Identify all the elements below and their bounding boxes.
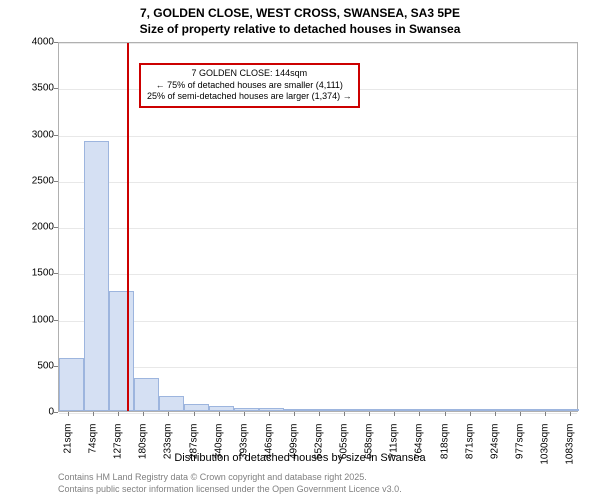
- chart-title-line2: Size of property relative to detached ho…: [0, 22, 600, 36]
- x-tick-mark: [68, 412, 69, 416]
- x-tick-mark: [194, 412, 195, 416]
- annotation-line3: 25% of semi-detached houses are larger (…: [147, 91, 352, 103]
- histogram-bar: [259, 408, 284, 411]
- histogram-bar: [360, 409, 385, 411]
- x-tick-mark: [470, 412, 471, 416]
- x-tick-label: 499sqm: [288, 424, 299, 474]
- x-tick-mark: [118, 412, 119, 416]
- x-tick-mark: [344, 412, 345, 416]
- x-tick-label: 818sqm: [439, 424, 450, 474]
- footer-text-2: Contains public sector information licen…: [58, 484, 402, 494]
- annotation-line2: ← 75% of detached houses are smaller (4,…: [147, 80, 352, 92]
- histogram-bar: [159, 396, 184, 411]
- x-tick-label: 658sqm: [364, 424, 375, 474]
- y-tick-label: 1000: [32, 314, 54, 325]
- x-tick-mark: [319, 412, 320, 416]
- histogram-bar: [510, 409, 535, 411]
- x-tick-label: 924sqm: [489, 424, 500, 474]
- histogram-bar: [59, 358, 84, 411]
- x-tick-label: 74sqm: [87, 424, 98, 474]
- x-tick-mark: [244, 412, 245, 416]
- x-tick-mark: [294, 412, 295, 416]
- x-tick-label: 552sqm: [313, 424, 324, 474]
- histogram-bar: [385, 409, 410, 411]
- histogram-bar: [560, 409, 579, 411]
- histogram-bar: [284, 409, 309, 411]
- gridline: [59, 321, 577, 322]
- x-tick-label: 180sqm: [138, 424, 149, 474]
- y-tick-mark: [54, 227, 58, 228]
- histogram-bar: [535, 409, 560, 411]
- annotation-box: 7 GOLDEN CLOSE: 144sqm ← 75% of detached…: [139, 63, 360, 108]
- x-tick-label: 977sqm: [514, 424, 525, 474]
- x-tick-label: 127sqm: [113, 424, 124, 474]
- x-tick-mark: [545, 412, 546, 416]
- gridline: [59, 274, 577, 275]
- x-tick-label: 871sqm: [464, 424, 475, 474]
- chart-plot-area: 7 GOLDEN CLOSE: 144sqm ← 75% of detached…: [58, 42, 578, 412]
- x-tick-label: 711sqm: [389, 424, 400, 474]
- x-tick-label: 1083sqm: [564, 424, 575, 474]
- x-tick-mark: [394, 412, 395, 416]
- histogram-bar: [335, 409, 360, 411]
- histogram-bar: [209, 406, 234, 411]
- gridline: [59, 136, 577, 137]
- x-tick-label: 605sqm: [339, 424, 350, 474]
- x-tick-mark: [419, 412, 420, 416]
- histogram-bar: [234, 408, 259, 411]
- histogram-bar: [134, 378, 159, 411]
- gridline: [59, 182, 577, 183]
- x-tick-label: 764sqm: [414, 424, 425, 474]
- gridline: [59, 367, 577, 368]
- x-tick-mark: [93, 412, 94, 416]
- gridline: [59, 43, 577, 44]
- x-tick-mark: [143, 412, 144, 416]
- histogram-bar: [310, 409, 335, 411]
- y-tick-label: 2000: [32, 222, 54, 233]
- x-tick-label: 1030sqm: [539, 424, 550, 474]
- y-tick-mark: [54, 42, 58, 43]
- x-tick-label: 233sqm: [163, 424, 174, 474]
- x-tick-mark: [219, 412, 220, 416]
- histogram-bar: [460, 409, 485, 411]
- x-axis-label: Distribution of detached houses by size …: [0, 452, 600, 464]
- x-tick-mark: [520, 412, 521, 416]
- x-tick-mark: [570, 412, 571, 416]
- x-tick-label: 21sqm: [62, 424, 73, 474]
- reference-line: [127, 43, 129, 411]
- y-tick-mark: [54, 412, 58, 413]
- histogram-bar: [485, 409, 510, 411]
- gridline: [59, 228, 577, 229]
- histogram-bar: [184, 404, 209, 411]
- y-tick-mark: [54, 366, 58, 367]
- x-tick-label: 446sqm: [263, 424, 274, 474]
- x-tick-mark: [168, 412, 169, 416]
- y-tick-label: 3000: [32, 129, 54, 140]
- chart-title-line1: 7, GOLDEN CLOSE, WEST CROSS, SWANSEA, SA…: [0, 6, 600, 20]
- histogram-bar: [410, 409, 435, 411]
- footer-text-1: Contains HM Land Registry data © Crown c…: [58, 472, 367, 482]
- x-tick-label: 287sqm: [188, 424, 199, 474]
- x-tick-mark: [269, 412, 270, 416]
- y-tick-label: 500: [37, 360, 54, 371]
- x-tick-mark: [445, 412, 446, 416]
- x-tick-mark: [495, 412, 496, 416]
- y-tick-label: 3500: [32, 83, 54, 94]
- y-tick-label: 4000: [32, 37, 54, 48]
- y-tick-mark: [54, 88, 58, 89]
- y-tick-label: 2500: [32, 175, 54, 186]
- x-tick-label: 393sqm: [238, 424, 249, 474]
- x-tick-label: 340sqm: [213, 424, 224, 474]
- annotation-line1: 7 GOLDEN CLOSE: 144sqm: [147, 68, 352, 80]
- y-tick-mark: [54, 320, 58, 321]
- x-tick-mark: [369, 412, 370, 416]
- y-tick-mark: [54, 181, 58, 182]
- histogram-bar: [109, 291, 134, 411]
- y-tick-label: 1500: [32, 268, 54, 279]
- histogram-bar: [84, 141, 109, 411]
- histogram-bar: [435, 409, 460, 411]
- y-tick-mark: [54, 273, 58, 274]
- y-tick-mark: [54, 135, 58, 136]
